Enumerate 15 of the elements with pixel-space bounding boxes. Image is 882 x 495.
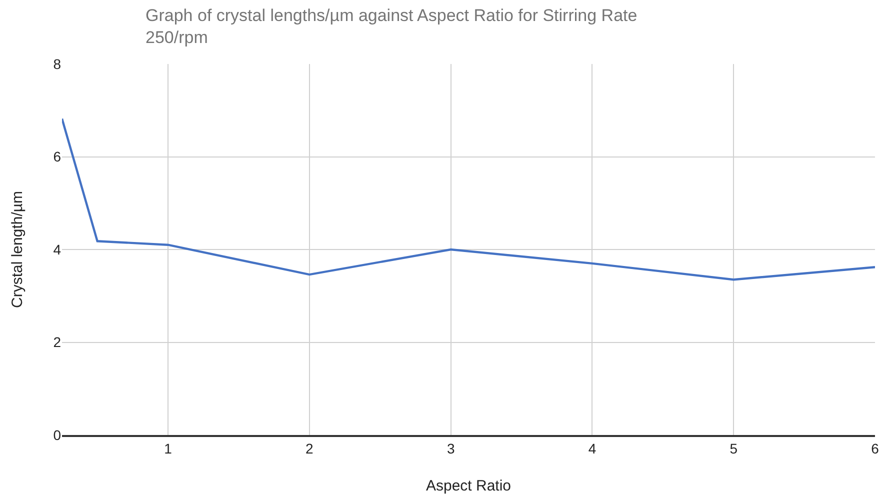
y-tick-label: 2 [53,334,62,350]
line-series [62,118,875,281]
y-tick-label: 4 [53,241,62,258]
x-axis-title: Aspect Ratio [426,478,512,494]
y-tick-label: 6 [53,148,62,165]
chart-title: Graph of crystal lengths/µm against Aspect Ratio for Stirring Rate 250/rpm [146,6,638,47]
x-tick-label: 6 [871,440,880,457]
y-tick-label: 0 [53,426,62,443]
x-tick-label: 1 [164,440,172,457]
x-tick-label: 2 [306,440,314,457]
y-axis-title: Crystal length/µm [9,190,26,308]
y-tick-label: 8 [53,56,62,72]
x-tick-label: 5 [730,440,738,457]
x-tick-label: 4 [588,440,596,457]
x-tick-label: 3 [446,440,455,457]
